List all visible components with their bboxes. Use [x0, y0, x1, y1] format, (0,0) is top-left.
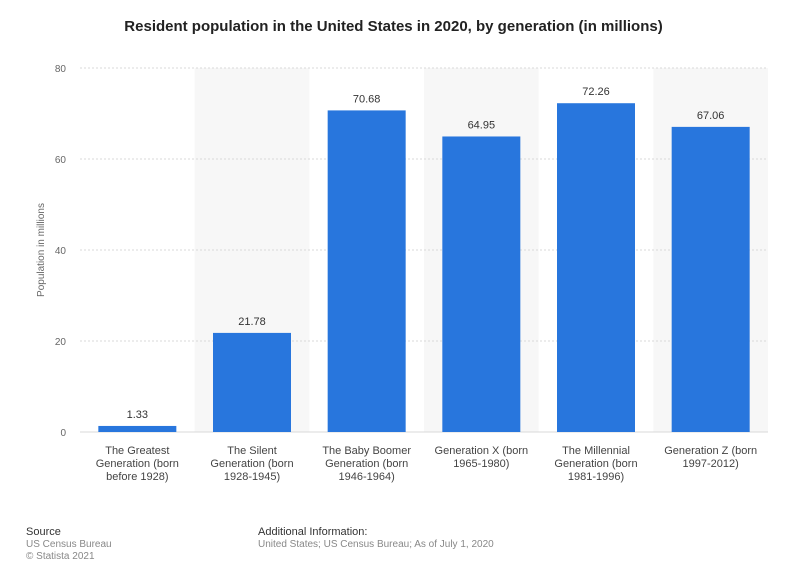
y-tick-label: 80	[55, 64, 67, 75]
bar-value-label: 21.78	[238, 316, 266, 328]
bar	[213, 332, 291, 432]
x-category-label: The Baby Boomer Generation (born 1946-1964…	[322, 445, 411, 483]
y-tick-label: 20	[55, 337, 67, 348]
y-tick-label: 0	[60, 428, 66, 439]
y-axis-label: Population in millions	[36, 203, 47, 297]
x-category-label: The Millennial Generation (born 1981-1996)	[554, 445, 637, 483]
bar	[557, 103, 635, 432]
additional-info-block: Additional Information: United States; U…	[258, 526, 494, 551]
source-block: Source US Census Bureau © Statista 2021	[26, 526, 112, 563]
bar-chart: 0 20 40 60 80 Population in millions 1.33 The G…	[36, 64, 768, 483]
bar-value-label: 1.33	[127, 409, 148, 421]
bar	[327, 110, 406, 432]
y-tick-label: 40	[55, 246, 67, 257]
bar-value-label: 72.26	[582, 86, 610, 98]
bar	[98, 425, 177, 432]
bar-value-label: 64.95	[468, 119, 496, 131]
bar	[442, 136, 521, 433]
source-line-copyright: © Statista 2021	[26, 551, 95, 562]
x-category-label: Generation X (born 1965-1980)	[435, 445, 529, 470]
x-category-label: The Silent Generation (born 1928-1945)	[210, 445, 293, 483]
x-category-label: The Greatest Generation (born before 1928)	[96, 445, 179, 483]
additional-info-heading: Additional Information:	[258, 526, 368, 538]
bar-value-label: 67.06	[697, 110, 725, 122]
chart-title: Resident population in the United States…	[124, 18, 663, 35]
bar	[671, 126, 750, 432]
additional-info-text: United States; US Census Bureau; As of J…	[258, 539, 494, 550]
source-line-bureau: US Census Bureau	[26, 539, 112, 550]
x-category-label: Generation Z (born 1997-2012)	[664, 445, 757, 470]
bar-value-label: 70.68	[353, 93, 381, 105]
source-heading: Source	[26, 526, 61, 538]
y-tick-label: 60	[55, 155, 67, 166]
